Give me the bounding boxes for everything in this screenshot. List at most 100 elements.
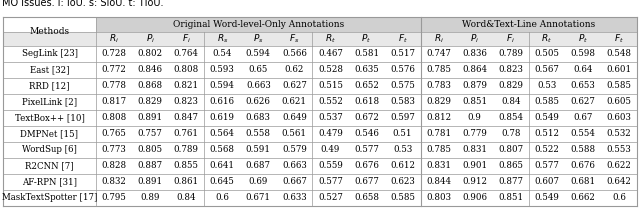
Text: 0.861: 0.861 — [173, 177, 199, 186]
Text: 0.581: 0.581 — [354, 50, 379, 59]
Text: 0.553: 0.553 — [607, 146, 631, 155]
Text: 0.645: 0.645 — [210, 177, 235, 186]
Text: 0.847: 0.847 — [173, 113, 198, 122]
Text: 0.627: 0.627 — [282, 81, 307, 91]
Text: 0.772: 0.772 — [102, 66, 127, 75]
Text: 0.597: 0.597 — [390, 113, 415, 122]
Text: 0.576: 0.576 — [390, 66, 415, 75]
Text: 0.619: 0.619 — [210, 113, 235, 122]
Text: 0.783: 0.783 — [426, 81, 451, 91]
Text: $F_t$: $F_t$ — [397, 33, 408, 45]
Text: 0.616: 0.616 — [210, 97, 235, 106]
Text: 0.618: 0.618 — [354, 97, 379, 106]
Text: 0.807: 0.807 — [498, 146, 524, 155]
Text: 0.832: 0.832 — [102, 177, 127, 186]
Text: 0.603: 0.603 — [607, 113, 632, 122]
Text: 0.851: 0.851 — [498, 193, 524, 202]
Text: 0.764: 0.764 — [173, 50, 198, 59]
Bar — [3, 32, 637, 46]
Text: 0.761: 0.761 — [173, 130, 198, 139]
Text: 0.585: 0.585 — [534, 97, 559, 106]
Text: 0.683: 0.683 — [246, 113, 271, 122]
Text: $R_s$: $R_s$ — [216, 33, 228, 45]
Text: 0.84: 0.84 — [177, 193, 196, 202]
Text: 0.808: 0.808 — [101, 113, 127, 122]
Text: Original Word-level-Only Annotations: Original Word-level-Only Annotations — [173, 20, 344, 29]
Text: 0.591: 0.591 — [246, 146, 271, 155]
Text: 0.789: 0.789 — [499, 50, 524, 59]
Text: SegLink [23]: SegLink [23] — [22, 50, 77, 59]
Text: 0.532: 0.532 — [607, 130, 631, 139]
Text: 0.653: 0.653 — [570, 81, 595, 91]
Text: 0.467: 0.467 — [318, 50, 343, 59]
Text: 0.549: 0.549 — [534, 193, 559, 202]
Text: 0.89: 0.89 — [140, 193, 160, 202]
Text: 0.605: 0.605 — [607, 97, 632, 106]
Text: 0.846: 0.846 — [138, 66, 163, 75]
Text: $P_i$: $P_i$ — [470, 33, 479, 45]
Text: 0.577: 0.577 — [534, 161, 559, 171]
Text: 0.594: 0.594 — [210, 81, 235, 91]
Text: 0.641: 0.641 — [210, 161, 235, 171]
Text: RRD [12]: RRD [12] — [29, 81, 70, 91]
Text: Word&Text-Line Annotations: Word&Text-Line Annotations — [462, 20, 595, 29]
Text: 0.803: 0.803 — [426, 193, 451, 202]
Text: 0.676: 0.676 — [570, 161, 595, 171]
Text: 0.78: 0.78 — [501, 130, 520, 139]
Text: 0.681: 0.681 — [570, 177, 595, 186]
Text: 0.49: 0.49 — [321, 146, 340, 155]
Text: 0.479: 0.479 — [318, 130, 343, 139]
Text: 0.747: 0.747 — [426, 50, 451, 59]
Text: 0.677: 0.677 — [354, 177, 379, 186]
Text: 0.517: 0.517 — [390, 50, 415, 59]
Text: 0.623: 0.623 — [390, 177, 415, 186]
Text: 0.663: 0.663 — [246, 81, 271, 91]
Text: 0.593: 0.593 — [210, 66, 235, 75]
Text: 0.879: 0.879 — [462, 81, 487, 91]
Text: 0.561: 0.561 — [282, 130, 307, 139]
Text: $R_t$: $R_t$ — [541, 33, 552, 45]
Text: 0.512: 0.512 — [534, 130, 559, 139]
Text: TextBox++ [10]: TextBox++ [10] — [15, 113, 84, 122]
Text: 0.588: 0.588 — [570, 146, 595, 155]
Text: 0.812: 0.812 — [426, 113, 451, 122]
Text: 0.828: 0.828 — [102, 161, 127, 171]
Text: 0.829: 0.829 — [138, 97, 163, 106]
Text: 0.577: 0.577 — [318, 177, 343, 186]
Text: 0.891: 0.891 — [138, 113, 163, 122]
Text: 0.765: 0.765 — [102, 130, 127, 139]
Text: 0.844: 0.844 — [426, 177, 451, 186]
Text: 0.54: 0.54 — [212, 50, 232, 59]
Text: 0.548: 0.548 — [607, 50, 632, 59]
Text: $F_i$: $F_i$ — [506, 33, 515, 45]
Text: 0.64: 0.64 — [573, 66, 593, 75]
Text: 0.652: 0.652 — [354, 81, 379, 91]
Text: 0.601: 0.601 — [607, 66, 632, 75]
Text: 0.829: 0.829 — [499, 81, 524, 91]
Text: 0.773: 0.773 — [102, 146, 127, 155]
Text: 0.854: 0.854 — [499, 113, 524, 122]
Text: 0.69: 0.69 — [248, 177, 268, 186]
Text: AF-RPN [31]: AF-RPN [31] — [22, 177, 77, 186]
Text: 0.537: 0.537 — [318, 113, 343, 122]
Text: 0.577: 0.577 — [354, 146, 379, 155]
Text: 0.564: 0.564 — [210, 130, 235, 139]
Text: 0.877: 0.877 — [499, 177, 524, 186]
Text: 0.789: 0.789 — [173, 146, 198, 155]
Text: 0.802: 0.802 — [138, 50, 163, 59]
Text: 0.829: 0.829 — [426, 97, 451, 106]
Text: 0.598: 0.598 — [570, 50, 595, 59]
Text: 0.649: 0.649 — [282, 113, 307, 122]
Text: 0.515: 0.515 — [318, 81, 343, 91]
Text: $F_i$: $F_i$ — [182, 33, 191, 45]
Text: $R_t$: $R_t$ — [325, 33, 336, 45]
Text: 0.795: 0.795 — [102, 193, 127, 202]
Text: 0.67: 0.67 — [573, 113, 593, 122]
Text: R2CNN [7]: R2CNN [7] — [25, 161, 74, 171]
Text: 0.594: 0.594 — [246, 50, 271, 59]
Text: 0.864: 0.864 — [462, 66, 487, 75]
Text: 0.633: 0.633 — [282, 193, 307, 202]
Text: 0.808: 0.808 — [173, 66, 199, 75]
Text: 0.687: 0.687 — [246, 161, 271, 171]
Text: 0.831: 0.831 — [462, 146, 487, 155]
